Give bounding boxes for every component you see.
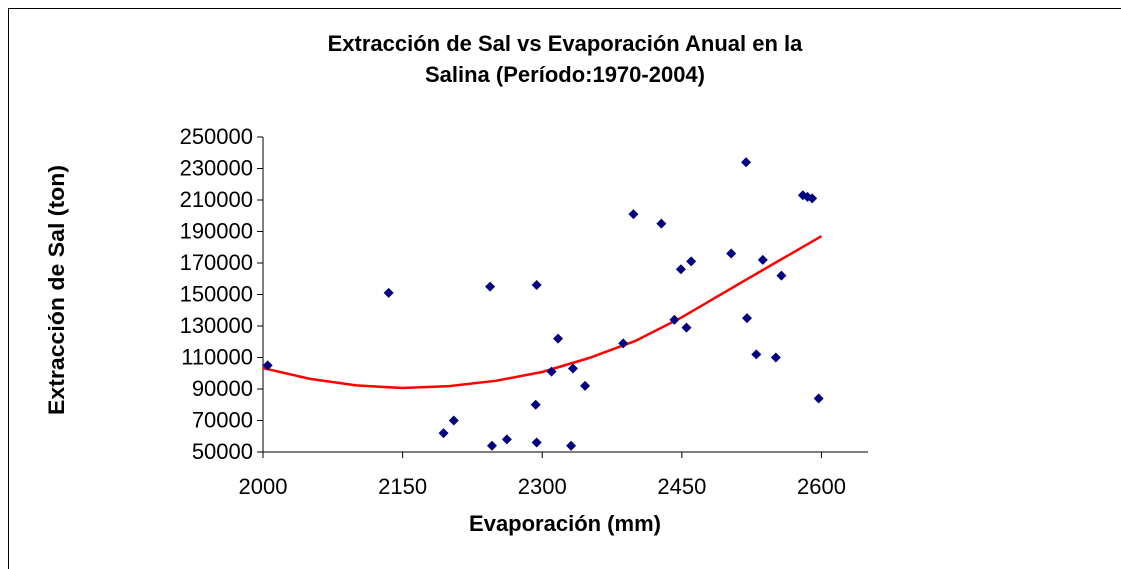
point (485, 281, 496, 292)
y-tick-label: 110000 (181, 344, 253, 369)
point (675, 264, 686, 275)
x-tick-label: 2150 (378, 474, 427, 499)
chart-title: Salina (Período:1970-2004) (425, 62, 705, 87)
y-tick-label: 170000 (180, 250, 253, 275)
point (501, 434, 512, 445)
point (546, 366, 557, 377)
y-axis-title: Extracción de Sal (ton) (44, 165, 69, 415)
point (486, 440, 497, 451)
point (669, 314, 680, 325)
point (742, 313, 752, 324)
point (681, 322, 692, 333)
point (656, 218, 667, 229)
point (776, 270, 787, 281)
point (438, 428, 449, 439)
x-tick-label: 2450 (657, 474, 706, 499)
y-tick-label: 230000 (180, 155, 253, 180)
trendline (262, 235, 823, 390)
point (813, 393, 824, 404)
x-tick-label: 2300 (518, 474, 567, 499)
point (530, 399, 541, 410)
y-tick-label: 130000 (180, 313, 253, 338)
x-tick-label: 2000 (239, 474, 288, 499)
chart-title: Extracción de Sal vs Evaporación Anual e… (328, 31, 804, 56)
point (553, 333, 564, 344)
point (580, 380, 591, 391)
y-tick-label: 50000 (192, 439, 253, 464)
point (757, 254, 768, 265)
point (751, 349, 762, 360)
point (262, 360, 273, 371)
point (618, 338, 629, 349)
y-tick-label: 150000 (180, 281, 253, 306)
point (726, 248, 737, 259)
y-tick-label: 190000 (180, 218, 253, 243)
point (770, 352, 781, 363)
y-tick-label: 250000 (180, 124, 253, 149)
point (383, 287, 394, 298)
y-tick-label: 70000 (192, 407, 253, 432)
y-tick-label: 90000 (192, 376, 253, 401)
x-axis-title: Evaporación (mm) (469, 511, 661, 536)
point (531, 437, 542, 448)
point (448, 415, 459, 426)
y-tick-label: 210000 (180, 187, 253, 212)
point (741, 157, 752, 168)
point (686, 256, 697, 267)
point (628, 209, 639, 220)
point (567, 363, 578, 374)
point (807, 193, 818, 204)
x-tick-label: 2600 (797, 474, 846, 499)
point (531, 280, 542, 291)
chart-frame (8, 8, 1121, 569)
point (566, 440, 577, 451)
